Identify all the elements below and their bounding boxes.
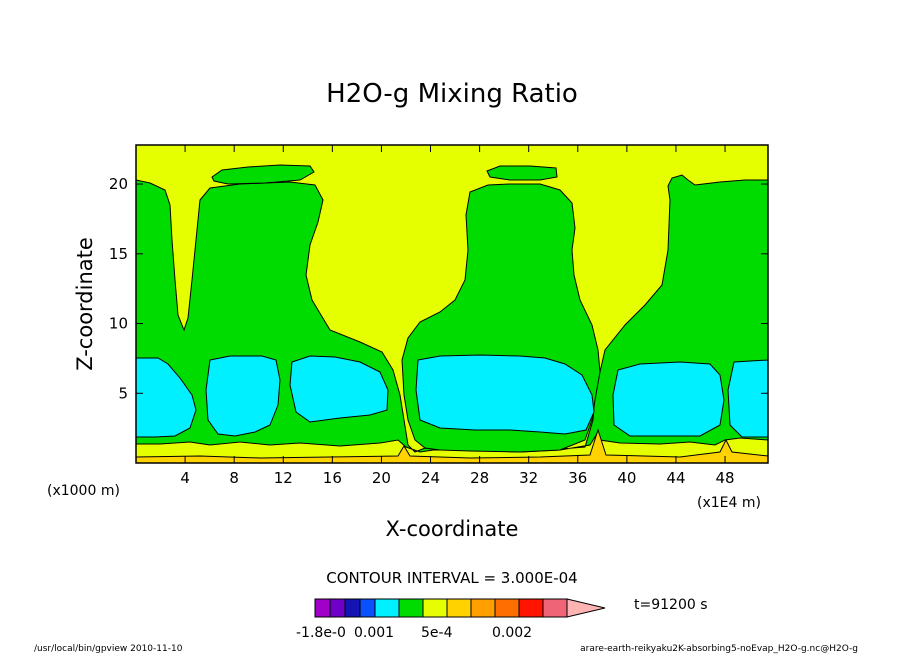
humid-core-6: [727, 359, 769, 438]
x-axis-label: X-coordinate: [386, 517, 519, 541]
x-unit-left: (x1000 m): [47, 483, 120, 499]
x-tick-label: 40: [617, 469, 636, 487]
x-tick-label: 44: [666, 469, 685, 487]
x-tick-labels: 4 8 12 16 20 24 28 32 36 40 44 48: [180, 469, 734, 487]
humid-core-1: [135, 357, 197, 438]
plot-area: [135, 144, 769, 464]
colorbar-swatch: [314, 598, 331, 618]
footer-right: arare-earth-reikyaku2K-absorbing5-noEvap…: [580, 644, 858, 654]
colorbar-swatch: [518, 598, 544, 618]
moist-patch-center-top: [486, 165, 558, 181]
time-label: t=91200 s: [634, 597, 708, 613]
tick-marks: [136, 145, 768, 463]
x-tick-label: 36: [568, 469, 587, 487]
y-tick-label: 20: [109, 175, 128, 193]
colorbar-swatch: [494, 598, 520, 618]
y-tick-label: 5: [118, 384, 128, 402]
x-tick-label: 16: [323, 469, 342, 487]
surface-layer: [135, 428, 769, 464]
humid-cores: [135, 354, 769, 438]
colorbar-swatch: [374, 598, 400, 618]
humid-core-2: [205, 355, 281, 437]
colorbar: [314, 598, 606, 618]
x-unit-right: (x1E4 m): [697, 495, 761, 511]
footer-left: /usr/local/bin/gpview 2010-11-10: [34, 644, 183, 654]
colorbar-label-3: 5e-4: [421, 625, 453, 641]
colorbar-swatch: [542, 598, 568, 618]
colorbar-swatch: [329, 598, 346, 618]
moist-patch-left-top: [211, 164, 315, 185]
colorbar-label-2: 0.001: [354, 625, 394, 641]
y-tick-label: 15: [109, 245, 128, 263]
x-tick-label: 32: [519, 469, 538, 487]
x-tick-label: 12: [274, 469, 293, 487]
colorbar-label-1: -1.8e-0: [296, 625, 346, 641]
contour-interval-text: CONTOUR INTERVAL = 3.000E-04: [326, 569, 577, 587]
x-tick-label: 20: [372, 469, 391, 487]
colorbar-label-4: 0.002: [492, 625, 532, 641]
colorbar-swatch: [344, 598, 361, 618]
y-tick-labels: 5 10 15 20: [109, 175, 128, 402]
colorbar-swatch: [470, 598, 496, 618]
colorbar-swatch: [398, 598, 424, 618]
y-tick-label: 10: [109, 315, 128, 333]
y-axis-label: Z-coordinate: [73, 237, 97, 371]
x-tick-label: 28: [470, 469, 489, 487]
colorbar-extend-arrow: [566, 598, 606, 618]
chart-title: H2O-g Mixing Ratio: [326, 79, 578, 109]
x-tick-label: 24: [421, 469, 440, 487]
colorbar-swatch: [422, 598, 448, 618]
surface-regions: [135, 428, 769, 464]
humid-core-4: [415, 354, 595, 435]
plot-frame: [135, 144, 769, 464]
x-tick-label: 4: [180, 469, 190, 487]
x-tick-label: 8: [229, 469, 239, 487]
colorbar-swatch: [446, 598, 472, 618]
x-tick-label: 48: [716, 469, 735, 487]
humid-core-5: [612, 361, 725, 437]
colorbar-swatch: [359, 598, 376, 618]
humid-core-3: [289, 355, 389, 423]
